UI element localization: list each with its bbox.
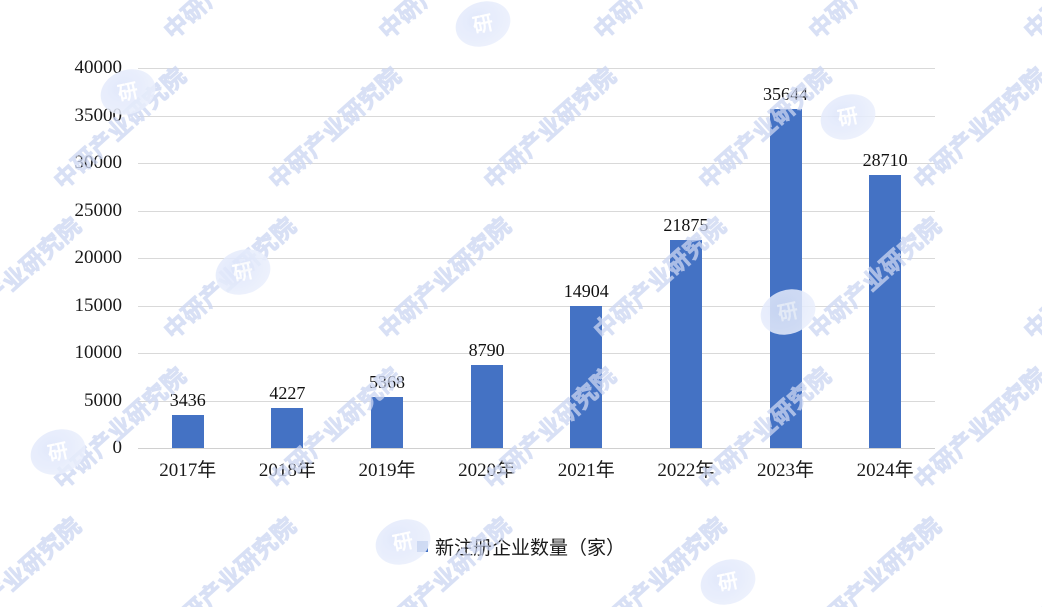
bar[interactable] bbox=[271, 407, 304, 448]
bar-column: 5368 bbox=[337, 68, 437, 448]
bar-value-label: 8790 bbox=[468, 339, 505, 360]
watermark-text: 中研产业研究院 bbox=[1015, 0, 1042, 45]
watermark-logo-icon: 研 bbox=[694, 551, 762, 607]
chart-legend: 新注册企业数量（家） bbox=[0, 533, 1042, 560]
y-axis-tick-label: 15000 bbox=[74, 294, 123, 316]
x-axis-tick-label: 2022年 bbox=[657, 460, 715, 481]
watermark-text: 中研产业研究院 bbox=[155, 0, 303, 45]
x-axis-tick-label: 2023年 bbox=[757, 460, 815, 481]
watermark-text: 中研产业研究院 bbox=[370, 0, 518, 45]
gridline bbox=[138, 163, 935, 164]
y-axis-tick-label: 20000 bbox=[74, 247, 123, 268]
y-axis-tick-label: 30000 bbox=[74, 152, 123, 173]
y-axis-tick-label: 10000 bbox=[74, 342, 123, 363]
bar-value-label: 4227 bbox=[269, 382, 306, 403]
legend-label: 新注册企业数量（家） bbox=[434, 538, 625, 559]
y-axis-tick-label: 40000 bbox=[74, 57, 123, 78]
y-axis: 0 5000 10000 15000 20000 25000 30000 35000 40000 bbox=[0, 0, 138, 607]
bar[interactable] bbox=[669, 240, 702, 448]
bar-column: 14904 bbox=[537, 68, 637, 448]
gridline bbox=[138, 210, 935, 212]
bar-value-label: 5368 bbox=[369, 372, 406, 393]
gridline bbox=[138, 258, 935, 259]
x-axis-tick-label: 2018年 bbox=[258, 460, 316, 481]
y-axis-tick-label: 35000 bbox=[74, 104, 123, 126]
gridline bbox=[138, 68, 935, 69]
bar[interactable] bbox=[371, 397, 404, 448]
gridline bbox=[138, 400, 935, 402]
bar-value-label: 21875 bbox=[663, 215, 709, 236]
bar-column: 4227 bbox=[238, 68, 338, 448]
x-axis-tick-label: 2024年 bbox=[856, 460, 914, 481]
x-axis: 2017年 2018年 2019年 2020年 2021年 2022年 2023年 2024年 bbox=[138, 455, 935, 495]
bar[interactable] bbox=[470, 364, 503, 448]
bar-column: 3436 bbox=[138, 68, 238, 448]
x-axis-tick-label: 2020年 bbox=[458, 460, 516, 481]
bar-value-label: 14904 bbox=[563, 281, 609, 302]
y-axis-tick-label: 0 bbox=[112, 437, 123, 458]
bar-value-label: 28710 bbox=[862, 150, 908, 171]
watermark-text: 中研产业研究院 bbox=[800, 0, 948, 45]
gridline bbox=[138, 353, 935, 354]
bar[interactable] bbox=[869, 175, 902, 448]
bar-value-label: 35644 bbox=[763, 84, 809, 105]
gridline bbox=[138, 305, 935, 307]
bar[interactable] bbox=[171, 415, 204, 448]
plot-area: 3436 4227 5368 8790 14904 21875 35644 28710 bbox=[138, 68, 935, 449]
bar[interactable] bbox=[769, 109, 802, 448]
y-axis-tick-label: 25000 bbox=[74, 199, 123, 221]
x-axis-tick-label: 2017年 bbox=[159, 460, 217, 481]
bar-column: 8790 bbox=[437, 68, 537, 448]
y-axis-tick-label: 5000 bbox=[84, 389, 122, 411]
legend-color-swatch bbox=[416, 541, 428, 552]
axis-baseline bbox=[138, 448, 935, 449]
x-axis-tick-label: 2019年 bbox=[358, 460, 416, 481]
watermark-text: 中研产业研究院 bbox=[585, 0, 733, 45]
bar-column: 28710 bbox=[835, 68, 935, 448]
bar-column: 35644 bbox=[736, 68, 836, 448]
watermark-logo-icon: 研 bbox=[449, 0, 517, 55]
bar[interactable] bbox=[570, 306, 603, 448]
x-axis-tick-label: 2021年 bbox=[557, 460, 615, 481]
gridline bbox=[138, 115, 935, 117]
watermark-text: 中研产业研究院 bbox=[1019, 212, 1042, 345]
bar-value-label: 3436 bbox=[169, 390, 206, 411]
bar-column: 21875 bbox=[636, 68, 736, 448]
